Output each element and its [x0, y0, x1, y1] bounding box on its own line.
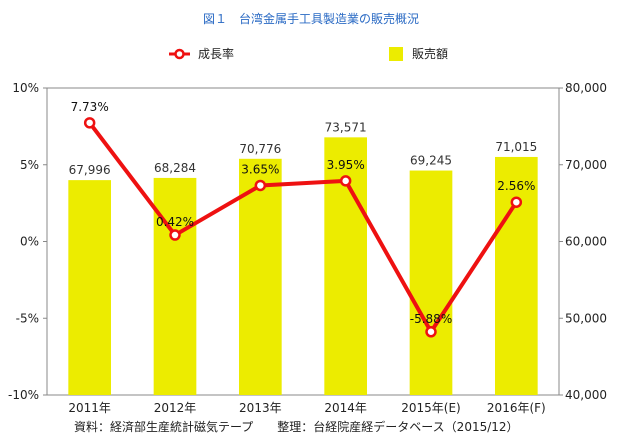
bar-label-5: 71,015	[495, 140, 537, 154]
x-tick-label-3: 2014年	[324, 401, 367, 415]
growth-label-4: -5.88%	[410, 312, 452, 326]
bar-0	[68, 180, 111, 395]
bar-2	[239, 158, 282, 395]
legend-bar-swatch	[389, 47, 403, 61]
line-labels-group: 7.73% 0.42% 3.65% 3.95% -5.88% 2.56%	[71, 100, 536, 326]
left-axis: 10% 5% 0% -5% -10%	[8, 81, 47, 402]
right-tick-label-3: 50,000	[565, 311, 607, 325]
x-tick-label-0: 2011年	[68, 401, 111, 415]
growth-label-1: 0.42%	[156, 215, 194, 229]
growth-point-4	[425, 326, 437, 338]
bar-4	[409, 170, 453, 395]
growth-line	[88, 121, 519, 334]
x-tick-label-4: 2015年(E)	[401, 401, 461, 415]
left-tick-label-0: 10%	[12, 81, 39, 95]
bar-labels-group: 67,996 68,284 70,776 73,571 69,245 71,015	[69, 120, 538, 177]
bar-label-1: 68,284	[154, 161, 196, 175]
right-tick-label-4: 40,000	[565, 388, 607, 402]
legend-label-growth: 成長率	[198, 46, 234, 61]
growth-point-3	[339, 175, 352, 187]
x-tick-label-2: 2013年	[239, 401, 282, 415]
growth-point-2	[254, 179, 267, 192]
chart-title: 図１ 台湾金属手工具製造業の販売概況	[202, 12, 419, 26]
bar-label-0: 67,996	[69, 163, 111, 177]
right-tick-label-2: 60,000	[565, 235, 607, 249]
legend-line-marker	[174, 48, 185, 60]
right-axis: 80,000 70,000 60,000 50,000 40,000	[559, 81, 607, 402]
growth-point-0	[83, 117, 96, 129]
left-tick-label-4: -10%	[8, 388, 39, 402]
growth-point-5	[510, 196, 523, 208]
legend: 成長率 販売額	[169, 46, 448, 61]
right-tick-label-1: 70,000	[565, 158, 607, 172]
legend-label-sales: 販売額	[412, 46, 448, 61]
growth-label-5: 2.56%	[497, 179, 535, 193]
left-tick-label-1: 5%	[20, 158, 39, 172]
bar-label-3: 73,571	[325, 120, 367, 134]
x-tick-label-5: 2016年(F)	[487, 401, 546, 415]
bar-label-2: 70,776	[239, 142, 281, 156]
source-note: 資料：経済部生産統計磁気テープ 整理：台経院産経データベース（2015/12）	[74, 420, 519, 434]
bar-1	[153, 177, 197, 395]
left-tick-label-3: -5%	[16, 311, 39, 325]
left-tick-label-2: 0%	[20, 235, 39, 249]
growth-label-2: 3.65%	[241, 162, 279, 176]
bar-label-4: 69,245	[410, 154, 452, 168]
x-tick-label-1: 2012年	[154, 401, 197, 415]
growth-label-3: 3.95%	[327, 158, 365, 172]
growth-point-1	[169, 229, 181, 241]
x-axis: 2011年 2012年 2013年 2014年 2015年(E) 2016年(F)	[68, 401, 545, 415]
bars-group	[68, 137, 538, 395]
plot-frame	[46, 87, 560, 396]
growth-line-group	[83, 117, 523, 338]
right-tick-label-0: 80,000	[565, 81, 607, 95]
growth-label-0: 7.73%	[71, 100, 109, 114]
